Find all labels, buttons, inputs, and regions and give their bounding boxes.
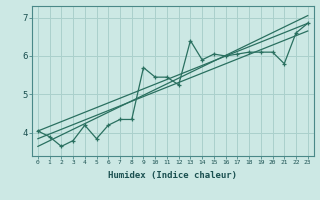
- X-axis label: Humidex (Indice chaleur): Humidex (Indice chaleur): [108, 171, 237, 180]
